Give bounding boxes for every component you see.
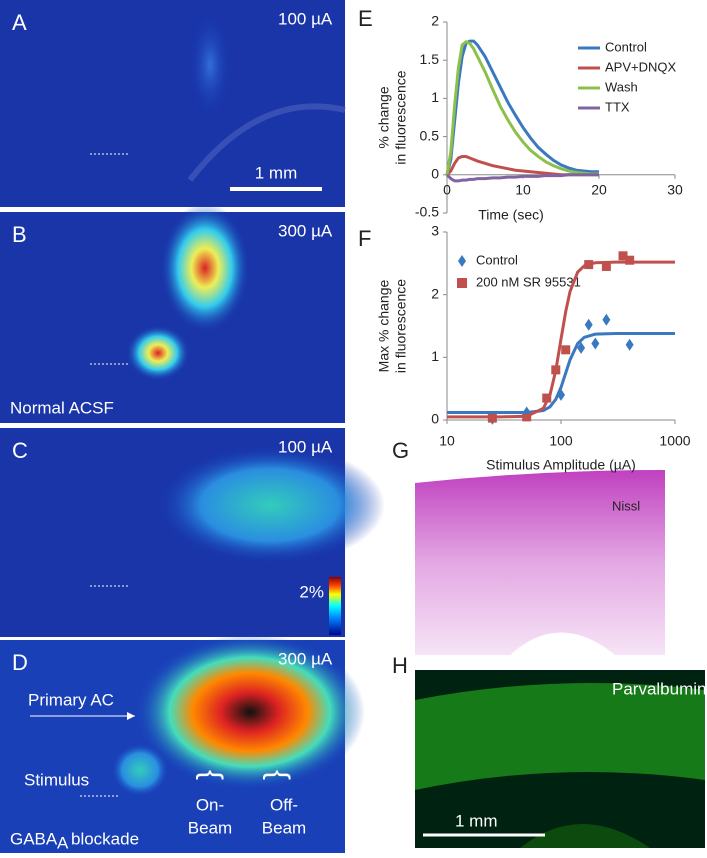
site-label: Stimulus <box>24 770 89 789</box>
x-tick-label: 10 <box>515 182 531 198</box>
legend-swatch <box>457 278 467 288</box>
y-tick-label: 3 <box>431 223 439 239</box>
legend-label: APV+DNQX <box>605 59 676 74</box>
panel-letter: C <box>12 438 28 463</box>
panel-letter: E <box>358 6 373 31</box>
point <box>601 261 611 271</box>
arrowhead <box>127 712 135 720</box>
stain <box>415 682 705 790</box>
panel-a: A 100 µA 1 mm <box>0 0 346 207</box>
point <box>602 313 611 326</box>
y-tick-label: 0.5 <box>420 127 440 143</box>
y-axis-label: % change <box>376 86 392 148</box>
point <box>618 251 628 261</box>
condition-label: Normal ACSF <box>10 398 114 417</box>
stain-label: Nissl <box>612 498 640 513</box>
y-tick-label: 1 <box>431 89 439 105</box>
image <box>0 0 345 207</box>
on-beam-label: On- <box>196 795 224 814</box>
x-tick-label: 30 <box>667 182 683 198</box>
series-line <box>445 39 599 176</box>
legend-label: Wash <box>605 79 638 94</box>
y-tick-label: 1.5 <box>420 51 440 67</box>
region-label: Primary AC <box>28 690 114 709</box>
colorbar <box>329 577 341 635</box>
point <box>577 341 586 354</box>
series-line <box>447 260 675 419</box>
legend-label: Control <box>476 252 518 267</box>
point <box>625 338 634 351</box>
on-beam-label: Beam <box>188 818 232 837</box>
scale-label: 1 mm <box>255 163 298 182</box>
x-tick-label: 20 <box>591 182 607 198</box>
condition-rest: blockade <box>71 829 139 848</box>
x-tick-label: 10 <box>439 433 455 449</box>
stain-label: Parvalbumin <box>612 679 707 698</box>
series-line <box>445 40 599 176</box>
panel-letter: H <box>392 653 408 678</box>
image <box>415 470 665 655</box>
activity <box>110 742 170 798</box>
point <box>625 255 635 265</box>
scale-label: 1 mm <box>455 811 498 830</box>
legend-label: 200 nM SR 95531 <box>476 274 581 289</box>
y-tick-label: -0.5 <box>415 204 439 220</box>
panel-c: C 100 µA 2% <box>0 428 385 637</box>
panel-letter: F <box>358 226 371 251</box>
activity <box>188 10 232 120</box>
x-axis-label: Time (sec) <box>478 207 544 223</box>
stimulus-label: 300 µA <box>278 649 333 668</box>
activity <box>155 445 385 565</box>
y-tick-label: 0 <box>431 411 439 427</box>
stimulus-label: 100 µA <box>278 9 333 28</box>
x-tick-label: 100 <box>549 433 573 449</box>
legend-swatch <box>458 255 466 267</box>
panel-letter: D <box>12 650 28 675</box>
stimulus-label: 100 µA <box>278 437 333 456</box>
activity <box>126 325 190 381</box>
structure <box>510 632 615 655</box>
x-tick-label: 0 <box>443 182 451 198</box>
panel-letter: B <box>12 222 27 247</box>
brace: { <box>262 770 295 780</box>
condition-label: GABA <box>10 829 58 848</box>
series-line <box>445 173 599 183</box>
y-axis-label: in fluorescence <box>393 279 409 373</box>
off-beam-label: Beam <box>262 818 306 837</box>
brace: { <box>195 770 228 780</box>
activity <box>160 203 250 333</box>
colorbar-label: 2% <box>299 582 324 601</box>
panel-letter: A <box>12 10 27 35</box>
y-axis-label: Max % change <box>376 279 392 372</box>
panel-h: H Parvalbumin 1 mm <box>392 653 707 848</box>
y-tick-label: 1 <box>431 348 439 364</box>
series-line <box>447 332 675 414</box>
structure <box>187 103 346 182</box>
panel-g: G Nissl <box>392 438 665 655</box>
panel-b: B 300 µA Normal ACSF <box>0 203 345 423</box>
point <box>561 345 571 355</box>
point <box>591 337 600 350</box>
activity <box>135 634 365 790</box>
x-tick-label: 1000 <box>659 433 690 449</box>
stimulus-label: 300 µA <box>278 221 333 240</box>
panel-d: D 300 µA Primary AC Stimulus { { On- Bea… <box>0 634 365 853</box>
y-tick-label: 2 <box>431 285 439 301</box>
y-tick-label: 2 <box>431 13 439 29</box>
legend-label: TTX <box>605 99 630 114</box>
x-axis-label: Stimulus Amplitude (µA) <box>486 457 636 473</box>
off-beam-label: Off- <box>270 795 298 814</box>
point <box>584 318 593 331</box>
panel-letter: G <box>392 438 409 463</box>
y-tick-label: 0 <box>431 166 439 182</box>
condition-sub: A <box>57 833 69 852</box>
y-axis-label: in fluorescence <box>393 70 409 164</box>
legend-label: Control <box>605 39 647 54</box>
structure <box>520 824 650 848</box>
